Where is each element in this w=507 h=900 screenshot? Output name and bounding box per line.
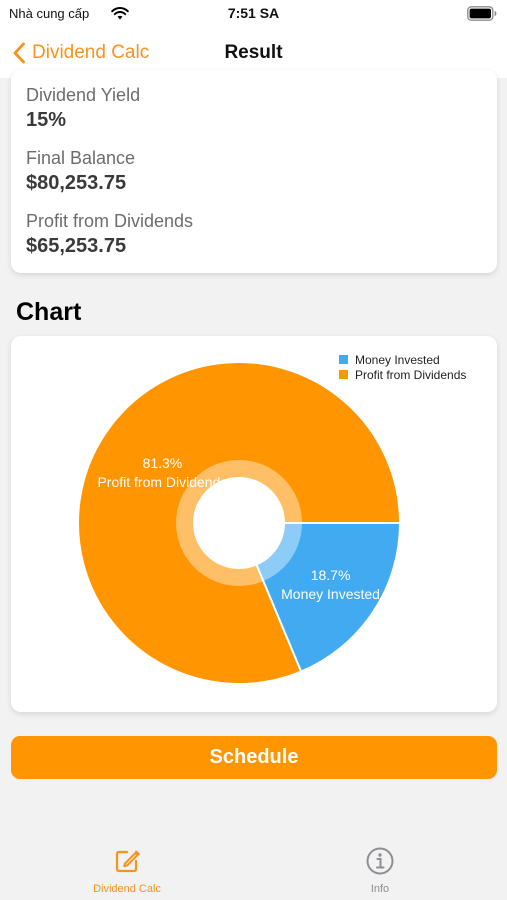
dividend-yield-label: Dividend Yield [26, 85, 141, 105]
tab-bar: Dividend Calc Info [0, 832, 507, 900]
profit-from-dividends-label: Profit from Dividends [26, 211, 194, 231]
final-balance-value: $80,253.75 [26, 172, 127, 194]
back-button[interactable]: Dividend Calc [12, 39, 149, 67]
chart-card: 18.7% Money Invested 81.3% Profit from Divi… [11, 336, 497, 712]
back-button-label: Dividend Calc [32, 42, 150, 63]
tab-dividend-calc-label: Dividend Calc [93, 883, 161, 895]
schedule-button[interactable]: Schedule [11, 736, 497, 779]
result-card: Dividend Yield 15% Final Balance $80,253… [11, 70, 497, 273]
pie-chart: 18.7% Money Invested 81.3% Profit from Divi… [77, 361, 402, 685]
dividend-yield-value: 15% [26, 109, 67, 131]
carrier-name: Nhà cung cấp [9, 6, 90, 21]
pie-category-label-profit-from-dividends: Profit from Dividends [97, 474, 227, 490]
pie-percent-label-profit-from-dividends: 81.3% [143, 455, 183, 471]
legend-label: Profit from Dividends [355, 367, 467, 382]
info-icon [366, 847, 394, 875]
legend-label: Money Invested [355, 352, 440, 367]
legend-item-profit-from-dividends: Profit from Dividends [339, 367, 466, 382]
tab-dividend-calc[interactable]: Dividend Calc [67, 846, 187, 895]
chart-legend: Money Invested Profit from Dividends [339, 352, 466, 382]
pie-category-label-money-invested: Money Invested [281, 586, 380, 602]
wifi-icon [111, 7, 129, 20]
pie-hole [193, 477, 285, 569]
tab-info[interactable]: Info [320, 846, 440, 895]
final-balance-row: Final Balance $80,253.75 [26, 148, 135, 195]
legend-swatch [339, 370, 348, 379]
profit-from-dividends-value: $65,253.75 [26, 235, 127, 257]
edit-icon [115, 850, 140, 873]
pie-slice-money-invested [237, 522, 402, 673]
profit-from-dividends-row: Profit from Dividends $65,253.75 [26, 211, 193, 258]
final-balance-label: Final Balance [26, 148, 136, 168]
legend-item-money-invested: Money Invested [339, 352, 466, 367]
pie-percent-label-money-invested: 18.7% [311, 567, 351, 583]
battery-icon [467, 6, 497, 21]
chart-heading: Chart [16, 298, 82, 326]
status-time: 7:51 SA [227, 5, 280, 21]
dividend-yield-row: Dividend Yield 15% [26, 85, 140, 132]
tab-info-label: Info [370, 883, 390, 895]
page-title: Result [224, 42, 283, 63]
status-bar: Nhà cung cấp 7:51 SA [0, 0, 507, 30]
chevron-left-icon [13, 42, 25, 64]
legend-swatch [339, 355, 348, 364]
